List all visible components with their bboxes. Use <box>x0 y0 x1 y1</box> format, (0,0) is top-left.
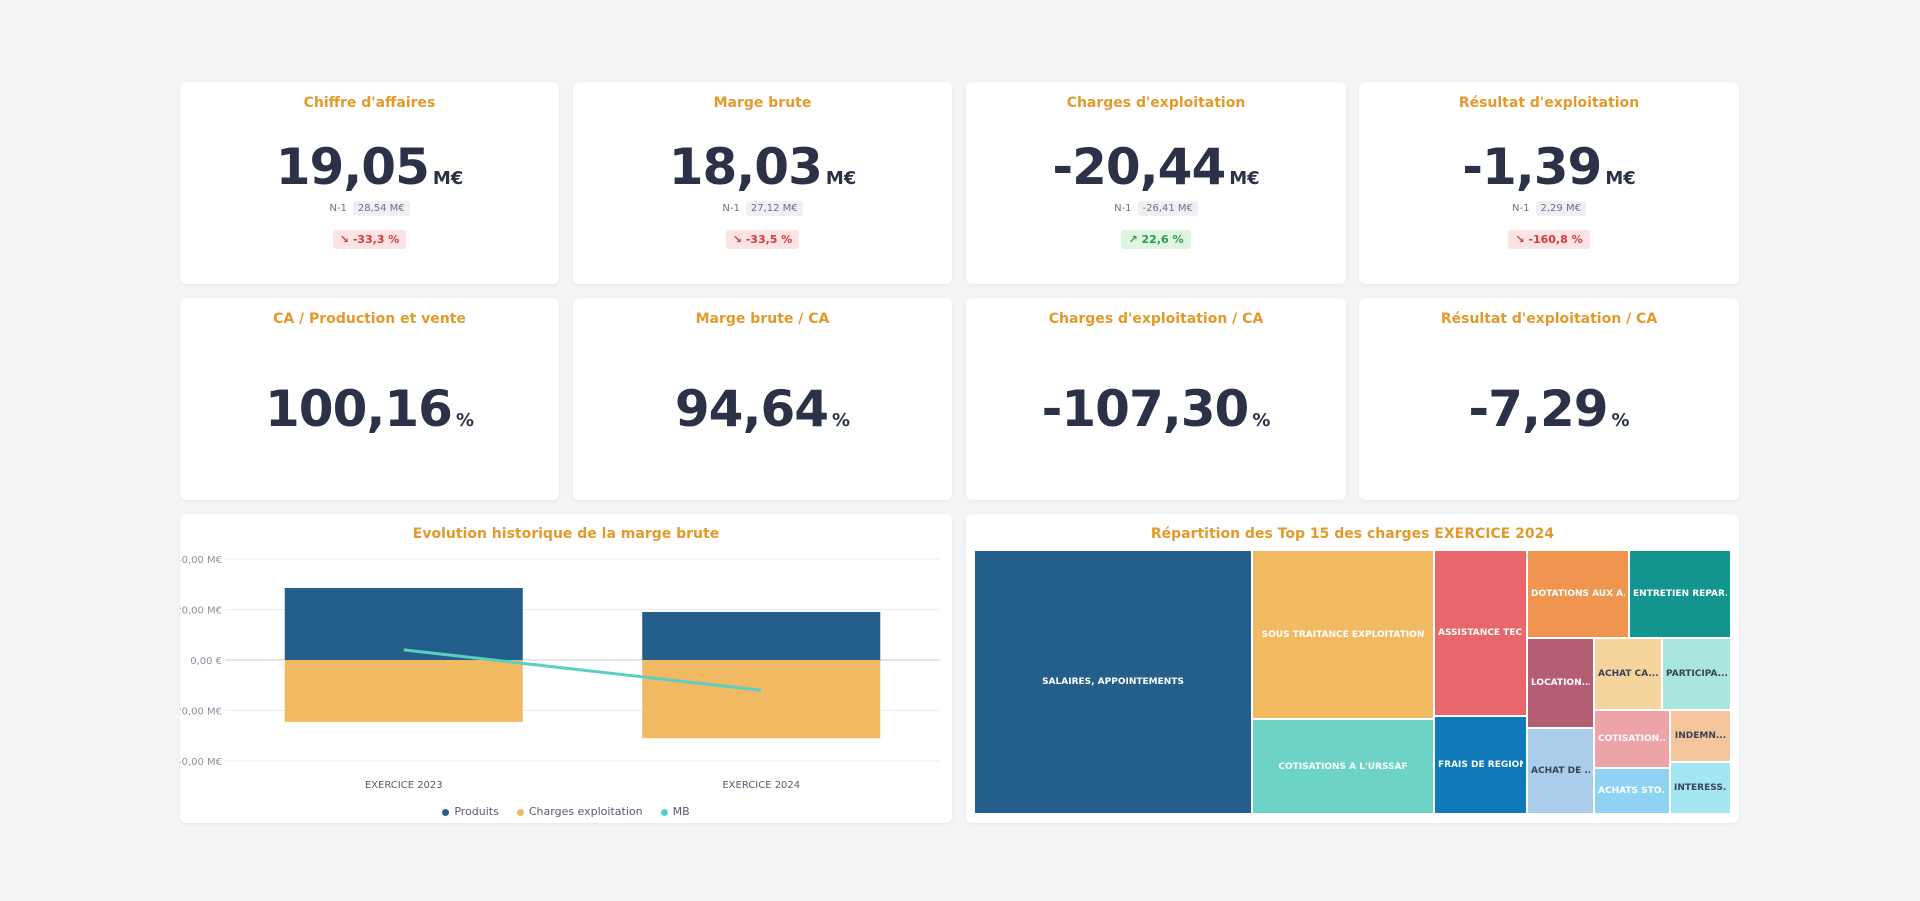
bar-charges <box>284 660 523 722</box>
chart-legend: Produits Charges exploitation MB <box>180 805 952 818</box>
kpi-value: -20,44 M€ <box>1052 138 1260 196</box>
kpi-title: Chiffre d'affaires <box>303 95 436 111</box>
x-tick-label: EXERCICE 2024 <box>722 780 800 791</box>
kpi-value: -107,30% <box>1041 380 1271 438</box>
legend-item-mb[interactable]: MB <box>660 805 690 818</box>
treemap-cell[interactable]: ENTRETIEN REPAR... <box>1629 550 1731 638</box>
bar-produits <box>642 612 881 660</box>
kpi-title: Résultat d'exploitation / CA <box>1440 311 1658 327</box>
kpi-title: Résultat d'exploitation <box>1458 95 1640 111</box>
treemap-cell-label: INTERESS... <box>1674 783 1727 793</box>
treemap-cell-label: FRAIS DE REGION <box>1438 760 1523 770</box>
bar-chart-card: Evolution historique de la marge brute 4… <box>180 514 952 823</box>
kpi-previous: N-1 28,54 M€ <box>180 201 559 216</box>
kpi-title: CA / Production et vente <box>273 311 466 327</box>
treemap-cell[interactable]: FRAIS DE REGION <box>1434 716 1527 814</box>
kpi-delta-badge: ↘ -33,3 % <box>180 228 559 249</box>
kpi-previous: N-1 27,12 M€ <box>573 201 952 216</box>
kpi-card-ca-production: CA / Production et vente 100,16% <box>180 298 559 500</box>
kpi-card-chiffre-affaires: Chiffre d'affaires 19,05 M€ N-1 28,54 M€ ↘… <box>180 82 559 284</box>
treemap-cell[interactable]: INDEMN... <box>1670 710 1731 762</box>
kpi-card-resultat-ca: Résultat d'exploitation / CA -7,29% <box>1359 298 1739 500</box>
treemap-cell[interactable]: SALAIRES, APPOINTEMENTS <box>974 550 1252 814</box>
y-tick-label: 20,00 M€ <box>180 606 222 617</box>
chart-title: Evolution historique de la marge brute <box>412 526 720 542</box>
treemap-cell[interactable]: SOUS TRAITANCE EXPLOITATION <box>1252 550 1434 719</box>
treemap-card: Répartition des Top 15 des charges EXERC… <box>966 514 1739 823</box>
treemap-cell-label: SOUS TRAITANCE EXPLOITATION <box>1261 629 1425 640</box>
treemap-cell-label: COTISATIONS A L'URSSAF <box>1278 761 1408 772</box>
kpi-value: 100,16% <box>265 380 474 438</box>
treemap-cell[interactable]: COTISATIONS A L'URSSAF <box>1252 719 1434 814</box>
treemap-cell-label: ACHAT DE ... <box>1531 766 1590 776</box>
kpi-title: Marge brute / CA <box>695 311 830 327</box>
kpi-delta-badge: ↗ 22,6 % <box>966 228 1346 249</box>
kpi-title: Charges d'exploitation / CA <box>1048 311 1264 327</box>
kpi-delta-badge: ↘ -160,8 % <box>1359 228 1739 249</box>
kpi-value: -7,29% <box>1468 380 1630 438</box>
kpi-card-marge-brute-ca: Marge brute / CA 94,64% <box>573 298 952 500</box>
bar-chart: 40,00 M€ 20,00 M€ 0,00 € -20,00 M€ -40,00 M€… <box>180 555 940 791</box>
treemap-cell[interactable]: ACHAT CA... <box>1594 638 1662 710</box>
kpi-previous: N-1 -26,41 M€ <box>966 201 1346 216</box>
treemap-cell-label: LOCATION... <box>1531 678 1590 688</box>
chart-title: Répartition des Top 15 des charges EXERC… <box>1150 526 1555 542</box>
kpi-title: Marge brute <box>713 95 812 111</box>
kpi-card-marge-brute: Marge brute 18,03 M€ N-1 27,12 M€ ↘ -33,5 … <box>573 82 952 284</box>
treemap-cell[interactable]: INTERESS... <box>1670 762 1731 814</box>
kpi-title: Charges d'exploitation <box>1066 95 1246 111</box>
kpi-previous: N-1 2,29 M€ <box>1359 201 1739 216</box>
kpi-value: 19,05 M€ <box>275 138 464 196</box>
treemap-cell-label: ASSISTANCE TEC... <box>1438 628 1523 638</box>
y-tick-label: 0,00 € <box>190 656 222 667</box>
treemap-cell-label: INDEMN... <box>1674 731 1727 741</box>
treemap-cell[interactable]: ASSISTANCE TEC... <box>1434 550 1527 716</box>
treemap-cell[interactable]: COTISATION... <box>1594 710 1670 768</box>
y-tick-label: -40,00 M€ <box>180 757 222 768</box>
treemap-cell-label: SALAIRES, APPOINTEMENTS <box>1042 677 1184 687</box>
legend-item-produits[interactable]: Produits <box>442 805 499 818</box>
y-tick-label: -20,00 M€ <box>180 707 222 718</box>
bar-charges <box>642 660 881 739</box>
kpi-value: 94,64% <box>674 380 851 438</box>
treemap-cell[interactable]: ACHATS STO... <box>1594 768 1670 814</box>
kpi-card-charges-exploitation: Charges d'exploitation -20,44 M€ N-1 -26,4… <box>966 82 1346 284</box>
bar-produits <box>284 588 523 660</box>
y-tick-label: 40,00 M€ <box>180 555 222 566</box>
kpi-card-charges-ca: Charges d'exploitation / CA -107,30% <box>966 298 1346 500</box>
legend-item-charges[interactable]: Charges exploitation <box>516 805 643 818</box>
treemap-cell-label: ACHATS STO... <box>1598 786 1666 796</box>
treemap-cell[interactable]: PARTICIPA... <box>1662 638 1731 710</box>
kpi-value: 18,03 M€ <box>668 138 857 196</box>
kpi-card-resultat-exploitation: Résultat d'exploitation -1,39 M€ N-1 2,29 … <box>1359 82 1739 284</box>
kpi-delta-badge: ↘ -33,5 % <box>573 228 952 249</box>
line-mb <box>403 648 762 692</box>
treemap-cell-label: ENTRETIEN REPAR... <box>1633 589 1727 599</box>
treemap-cell-label: COTISATION... <box>1598 734 1666 744</box>
treemap-cell[interactable]: ACHAT DE ... <box>1527 728 1594 814</box>
kpi-value: -1,39 M€ <box>1462 138 1636 196</box>
treemap-cell-label: ACHAT CA... <box>1598 669 1658 679</box>
treemap-cell-label: DOTATIONS AUX A... <box>1531 589 1625 599</box>
x-tick-label: EXERCICE 2023 <box>365 780 443 791</box>
treemap-chart: SALAIRES, APPOINTEMENTS SOUS TRAITANCE EX… <box>974 550 1731 814</box>
treemap-cell-label: PARTICIPA... <box>1666 669 1727 679</box>
treemap-cell[interactable]: LOCATION... <box>1527 638 1594 728</box>
treemap-cell[interactable]: DOTATIONS AUX A... <box>1527 550 1629 638</box>
